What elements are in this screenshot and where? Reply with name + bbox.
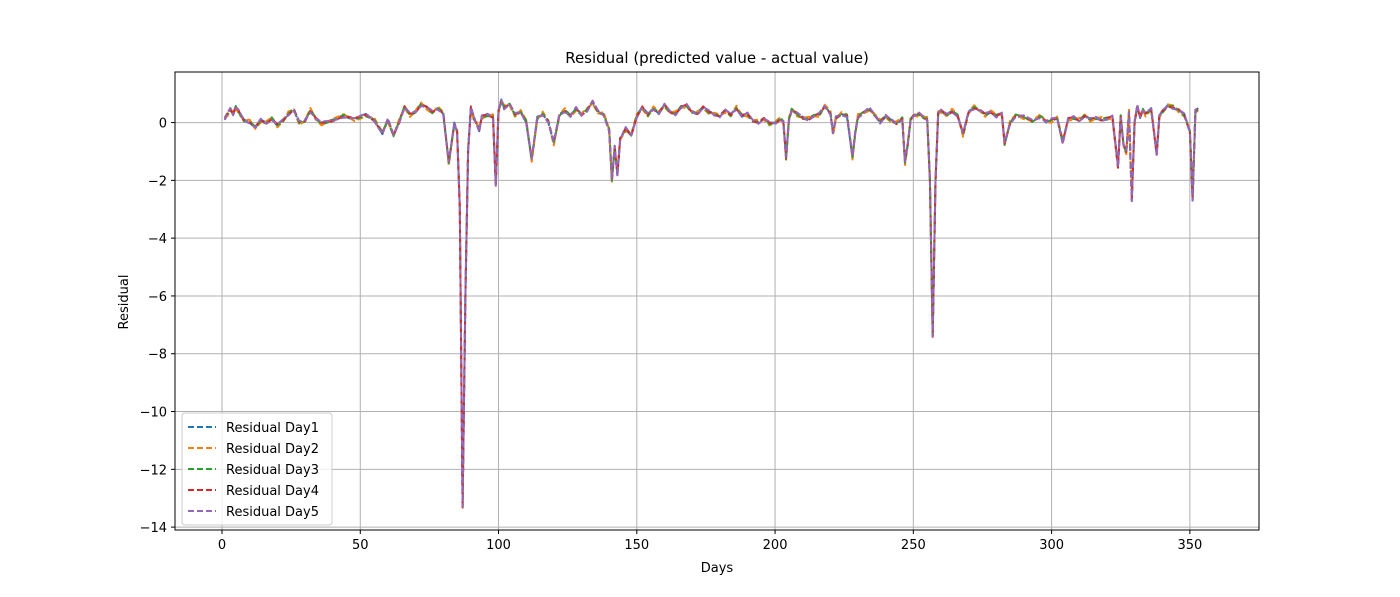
x-tick-label: 350 <box>1177 538 1202 553</box>
y-tick-label: −8 <box>148 348 167 363</box>
y-tick-label: −14 <box>140 521 167 536</box>
x-tick-label: 0 <box>218 538 226 553</box>
y-tick-label: −6 <box>148 290 167 305</box>
y-axis-label: Residual <box>117 275 132 330</box>
x-axis: 0 50 100 150 200 250 300 350 <box>218 530 1202 553</box>
legend-label: Residual Day4 <box>226 484 319 499</box>
x-tick-label: 100 <box>486 538 511 553</box>
series-line-2 <box>224 98 1200 509</box>
plot-frame <box>174 71 1260 531</box>
x-tick-label: 300 <box>1039 538 1064 553</box>
series-layer <box>223 98 1200 509</box>
y-axis: −14 −12 −10 −8 −6 −4 −2 0 <box>140 117 175 536</box>
y-tick-label: −10 <box>140 406 167 421</box>
y-tick-label: −2 <box>148 174 167 189</box>
legend-label: Residual Day2 <box>226 442 319 457</box>
x-tick-label: 50 <box>352 538 369 553</box>
legend-label: Residual Day1 <box>226 421 319 436</box>
chart-title: Residual (predicted value - actual value… <box>565 49 869 67</box>
legend-box <box>181 412 333 526</box>
legend-label: Residual Day5 <box>226 505 319 520</box>
legend-label: Residual Day3 <box>226 463 319 478</box>
x-axis-label: Days <box>701 561 734 576</box>
y-tick-label: −12 <box>140 463 167 478</box>
x-tick-label: 250 <box>901 538 926 553</box>
x-tick-label: 150 <box>624 538 649 553</box>
legend: Residual Day1 Residual Day2 Residual Day3 R… <box>181 412 333 526</box>
y-tick-label: −4 <box>148 232 167 247</box>
y-tick-label: 0 <box>159 117 167 132</box>
series-line-3 <box>224 100 1199 508</box>
series-line-4 <box>223 99 1199 509</box>
x-tick-label: 200 <box>763 538 788 553</box>
series-line-5 <box>223 99 1199 508</box>
